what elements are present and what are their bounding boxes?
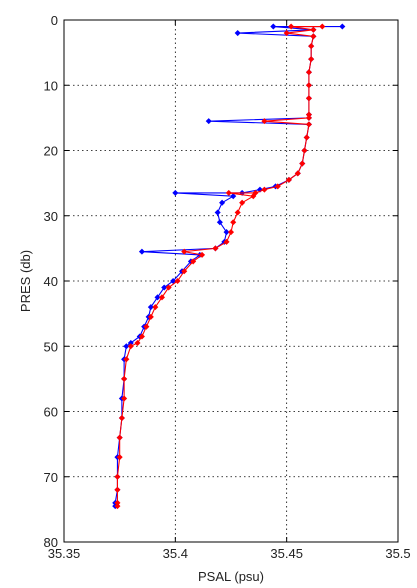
data-point: [114, 486, 121, 493]
data-point: [199, 251, 206, 258]
data-point: [225, 189, 232, 196]
x-tick-label: 35.4: [163, 546, 188, 561]
data-point: [283, 30, 290, 37]
data-point: [308, 43, 315, 50]
y-tick-label: 70: [44, 470, 58, 485]
data-point: [310, 26, 317, 33]
data-point: [214, 209, 221, 216]
data-point: [190, 258, 197, 265]
data-point: [230, 193, 237, 200]
y-tick-label: 10: [44, 78, 58, 93]
data-point: [174, 277, 181, 285]
data-point: [172, 189, 179, 196]
data-point: [234, 30, 241, 37]
data-point: [181, 248, 188, 255]
data-point: [134, 339, 141, 347]
data-point: [261, 118, 268, 125]
data-point: [114, 473, 121, 480]
data-point: [303, 134, 310, 141]
x-tick-label: 35.35: [48, 546, 81, 561]
data-point: [223, 238, 230, 245]
data-point: [161, 284, 168, 291]
y-tick-label: 40: [44, 274, 58, 289]
data-point: [301, 147, 308, 154]
y-tick-label: 60: [44, 405, 58, 420]
data-point: [305, 95, 312, 102]
y-axis-label: PRES (db): [18, 250, 33, 312]
data-point: [305, 121, 312, 128]
data-point: [285, 176, 292, 183]
series-layer: [112, 23, 346, 510]
data-point: [158, 294, 165, 301]
data-point: [116, 434, 123, 441]
data-point: [114, 503, 121, 510]
data-point: [288, 23, 295, 30]
data-point: [234, 209, 241, 216]
series-2: [114, 23, 326, 510]
data-point: [147, 313, 154, 320]
data-point: [116, 454, 123, 461]
data-point: [147, 304, 154, 311]
x-tick-label: 35.5: [385, 546, 410, 561]
data-point: [123, 343, 130, 350]
data-point: [152, 304, 159, 311]
data-point: [308, 56, 315, 63]
data-point: [339, 23, 346, 30]
data-point: [205, 118, 212, 125]
y-tick-label: 20: [44, 144, 58, 159]
data-point: [294, 170, 301, 177]
x-tick-label: 35.45: [270, 546, 303, 561]
data-point: [274, 183, 281, 190]
data-point: [310, 33, 317, 40]
data-point: [219, 199, 226, 206]
y-tick-label: 80: [44, 535, 58, 550]
data-point: [143, 323, 150, 330]
data-point: [121, 375, 128, 382]
data-point: [118, 415, 125, 422]
data-point: [305, 69, 312, 76]
data-point: [154, 294, 161, 301]
x-axis-label: PSAL (psu): [198, 569, 264, 584]
data-point: [227, 229, 235, 236]
tick-layer: 35.35 35.4 35.45 35.5 0 10 20 30 40 50 60 70 80: [44, 13, 411, 561]
data-point: [138, 333, 145, 340]
data-point: [121, 395, 128, 402]
data-point: [305, 82, 312, 89]
data-point: [299, 160, 306, 167]
data-point: [123, 356, 130, 363]
data-point: [261, 186, 268, 193]
data-point: [127, 343, 134, 350]
data-point: [223, 229, 230, 236]
data-point: [250, 193, 257, 200]
data-point: [216, 219, 223, 226]
data-point: [239, 199, 246, 206]
data-point: [138, 248, 145, 255]
data-point: [165, 284, 172, 291]
data-point: [270, 23, 277, 30]
data-point: [230, 219, 237, 226]
data-point: [181, 268, 188, 275]
y-tick-label: 0: [51, 13, 58, 28]
data-point: [319, 23, 326, 30]
data-point: [305, 114, 312, 121]
y-tick-label: 50: [44, 339, 58, 354]
data-point: [212, 245, 219, 252]
data-point: [256, 186, 263, 193]
y-tick-label: 30: [44, 209, 58, 224]
